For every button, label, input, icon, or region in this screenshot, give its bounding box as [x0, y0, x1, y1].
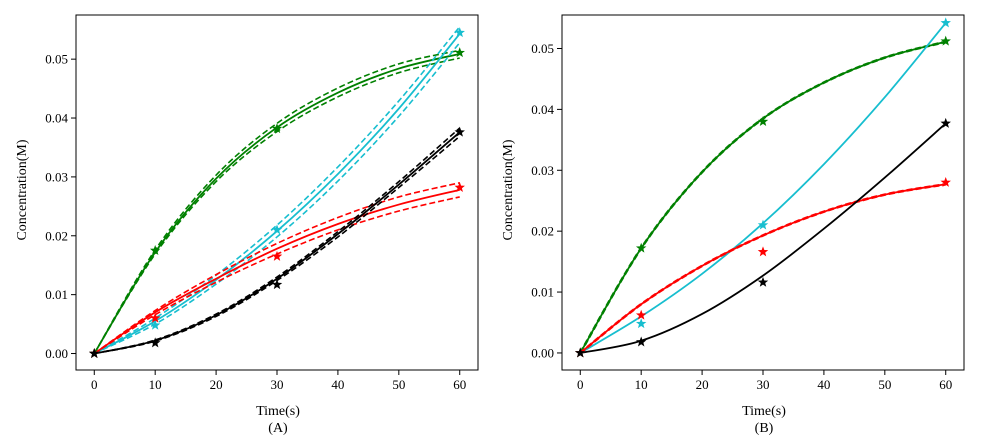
series-2-data-point	[454, 182, 465, 192]
series-2-data-point	[635, 309, 647, 320]
series-0-data-point	[757, 116, 769, 127]
series-0-data-point	[635, 242, 647, 253]
series-0-band-upper	[93, 49, 460, 354]
series-3-data-point	[149, 337, 161, 348]
x-tick-label: 30	[271, 377, 284, 392]
series-1-data-point	[940, 17, 951, 28]
x-axis-label: Time(s)	[256, 404, 300, 419]
series-2-band-lower	[93, 196, 460, 355]
plot-area	[579, 22, 947, 354]
series-1-data-point	[635, 318, 647, 329]
series-2-data-point	[757, 246, 769, 257]
series-3-band-lower	[94, 135, 461, 355]
x-tick-label: 60	[939, 377, 952, 392]
series-2-fit-line	[93, 188, 460, 355]
series-2-data-point	[149, 312, 161, 323]
series-2-data-point	[271, 250, 283, 261]
x-tick-label: 10	[149, 377, 162, 392]
x-tick-label: 10	[635, 377, 648, 392]
series-1-fit-line	[579, 22, 947, 354]
y-tick-label: 0.01	[45, 287, 68, 302]
series-1-data-point	[271, 224, 283, 235]
x-axis-label: Time(s)	[742, 404, 786, 419]
panel-label: (A)	[268, 421, 288, 436]
series-1-data-point	[149, 319, 161, 330]
y-tick-label: 0.02	[45, 228, 68, 243]
panel-b: Time(s) (B) Concentration(M) 0 10 20 30 40 50…	[501, 14, 965, 436]
series-2-band-upper	[93, 182, 460, 355]
series-3-data-point	[575, 347, 586, 358]
y-tick-label: 0.04	[531, 102, 554, 117]
series-0-band-lower	[93, 57, 460, 354]
series-0-fit-line	[93, 52, 460, 354]
series-0-data-point	[940, 35, 951, 46]
x-tick-label: 0	[577, 377, 584, 392]
x-tick-label: 30	[757, 377, 770, 392]
series-3-data-point	[454, 126, 465, 137]
series-1-band-upper	[93, 26, 461, 355]
series-2-data-point	[940, 176, 951, 187]
y-tick-label: 0.04	[45, 111, 68, 126]
y-tick-label: 0.05	[531, 41, 554, 56]
series-1-data-point	[454, 27, 465, 38]
series-3-data-point	[757, 276, 769, 287]
series-1-fit-line	[93, 33, 461, 355]
y-tick-label: 0.00	[531, 345, 554, 360]
series-0-data-point	[149, 244, 161, 255]
series-3-fit-line	[580, 122, 947, 354]
x-tick-label: 20	[210, 377, 223, 392]
x-tick-label: 60	[453, 377, 466, 392]
x-tick-label: 50	[878, 377, 891, 392]
y-tick-label: 0.01	[531, 285, 554, 300]
x-tick-label: 40	[331, 377, 344, 392]
y-tick-label: 0.03	[531, 163, 554, 178]
panel-a: Time(s) (A) Concentration(M) 0 10 20 30 40 50…	[15, 14, 479, 436]
x-tick-label: 0	[91, 377, 98, 392]
series-0-fit-overlay	[579, 40, 947, 354]
series-3-data-point	[89, 348, 100, 358]
panel-label: (B)	[755, 421, 774, 436]
y-tick-label: 0.00	[45, 346, 68, 361]
series-2-fit-line	[579, 183, 946, 354]
series-3-data-point	[271, 279, 283, 290]
y-axis-label: Concentration(M)	[501, 139, 516, 240]
x-tick-label: 40	[817, 377, 830, 392]
series-2-fit-overlay	[579, 182, 946, 354]
y-tick-label: 0.05	[45, 52, 68, 67]
series-0-data-point	[454, 47, 465, 58]
series-3-band-upper	[94, 127, 461, 355]
series-1-band-lower	[93, 42, 461, 355]
series-0-data-point	[271, 123, 283, 134]
series-3-fit-line	[94, 131, 461, 355]
y-tick-label: 0.03	[45, 169, 68, 184]
y-tick-label: 0.02	[531, 224, 554, 239]
series-3-data-point	[940, 117, 951, 128]
plot-frame	[561, 14, 965, 371]
x-tick-label: 50	[392, 377, 405, 392]
plot-area	[93, 26, 461, 355]
series-3-data-point	[635, 336, 647, 347]
series-1-data-point	[757, 219, 769, 230]
y-axis-label: Concentration(M)	[15, 139, 30, 240]
x-tick-label: 20	[696, 377, 709, 392]
series-0-fit-line	[579, 40, 946, 354]
